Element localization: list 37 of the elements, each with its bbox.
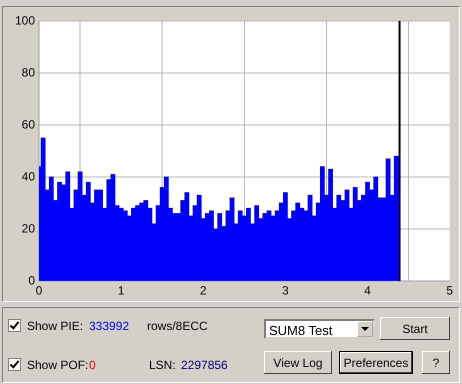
bar — [110, 174, 116, 281]
x-tick-label: 1 — [118, 284, 125, 298]
bar — [98, 190, 103, 281]
bar — [308, 194, 312, 281]
text: 0 — [89, 358, 96, 372]
bar — [283, 192, 288, 281]
bar — [386, 158, 390, 281]
bar — [78, 171, 82, 281]
bar — [135, 205, 140, 281]
text: View Log — [273, 356, 323, 370]
x-tick-label: 2 — [200, 284, 207, 298]
bar — [365, 182, 370, 281]
text: Show POF: — [27, 358, 88, 372]
x-tick-label: 3 — [282, 284, 290, 298]
y-tick-label: 60 — [22, 117, 36, 132]
y-tick-label: 0 — [28, 273, 36, 288]
y-tick-label: 40 — [22, 169, 36, 184]
text: rows/8ECC — [147, 319, 208, 333]
text: LSN: — [149, 358, 176, 372]
y-tick-label: 100 — [14, 13, 36, 28]
x-tick-label: 5 — [446, 284, 454, 298]
text: Show PIE: — [27, 319, 84, 333]
text: 333992 — [89, 319, 130, 333]
y-tick-label: 80 — [22, 65, 36, 80]
x-tick-label: 4 — [364, 284, 372, 298]
text: ? — [432, 356, 440, 370]
bar — [394, 156, 399, 281]
bar — [230, 197, 234, 281]
bar — [328, 168, 333, 281]
y-tick-label: 20 — [22, 221, 36, 236]
text: 2297856 — [181, 358, 228, 372]
bar — [118, 208, 124, 281]
bar — [40, 138, 46, 281]
text: Start — [402, 322, 428, 336]
bar — [57, 182, 62, 281]
text: Preferences — [344, 356, 408, 370]
text: SUM8 Test — [269, 323, 332, 338]
